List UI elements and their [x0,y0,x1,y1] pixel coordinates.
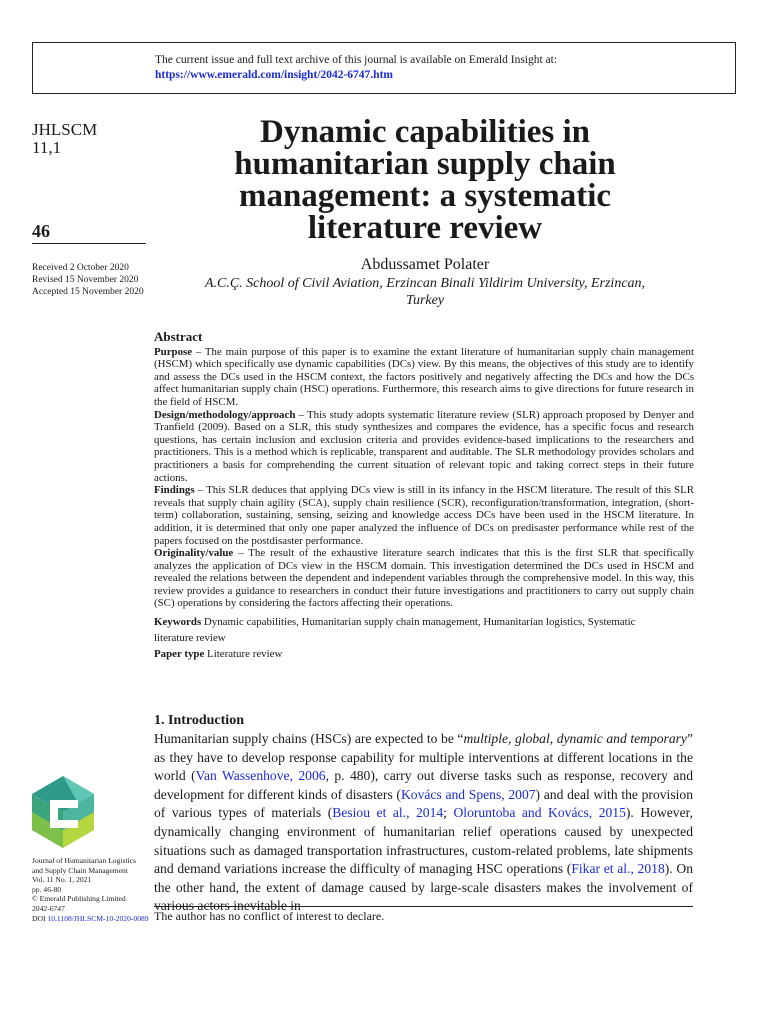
purpose-text: – The main purpose of this paper is to e… [154,345,694,408]
page-number: 46 [32,221,50,241]
footnote-divider [154,906,693,907]
originality-text: – The result of the exhaustive literatur… [154,547,694,610]
text: ). However, dynamically changing environ… [154,805,694,877]
author-name: Abdussamet Polater [360,256,490,273]
intro-paragraph: Humanitarian supply chains (HSCs) are ex… [154,730,693,916]
issn: 2042-6747 [32,903,65,913]
journal-volume: 11,1 [32,138,62,157]
text: , p. 480), carry out diverse tasks such … [154,768,694,802]
paper-type-label: Paper type [154,648,205,661]
findings-text: – This SLR deduces that applying DCs vie… [154,484,694,547]
text: Humanitarian supply chains (HSCs) are ex… [154,731,464,746]
page-range: pp. 46-80 [32,884,62,894]
originality-label: Originality/value [154,547,234,560]
journal-abbr: JHLSCM 11,1 [32,121,97,157]
citation-link[interactable]: Kovács and Spens, 2007 [400,786,536,802]
paper-type: Paper type Literature review [154,646,694,662]
abstract: Abstract Purpose – The main purpose of t… [154,329,694,662]
doi-link[interactable]: 10.1108/JHLSCM-10-2020-0089 [47,913,149,923]
purpose-label: Purpose [154,345,193,358]
revised-date: Revised 15 November 2020 [32,275,139,285]
received-date: Received 2 October 2020 [32,263,129,273]
journal-volume-info: Vol. 11 No. 1, 2021 [32,875,92,885]
doi-label: DOI [32,913,46,923]
journal-name: and Supply Chain Management [32,865,128,875]
journal-abbr-text: JHLSCM [32,120,98,139]
section-heading: 1. Introduction [154,713,244,728]
text: ) and deal with the provision of various… [154,786,693,821]
paper-type-text: Literature review [204,648,283,661]
journal-url-link[interactable]: https://www.emerald.com/insight/2042-674… [155,69,393,81]
abstract-originality: Originality/value – The result of the ex… [154,547,694,610]
abstract-findings: Findings – This SLR deduces that applyin… [154,484,694,547]
accepted-date: Accepted 15 November 2020 [32,287,144,297]
design-label: Design/methodology/approach [154,408,296,421]
findings-label: Findings [154,484,195,497]
article-dates: Received 2 October 2020 Revised 15 Novem… [32,262,144,298]
quote: multiple, global, dynamic and temporary [463,731,687,746]
author-affiliation: A.C.Ç. School of Civil Aviation, Erzinca… [204,276,646,308]
journal-logo-icon [32,776,94,848]
keywords-label: Keywords [154,616,202,629]
abstract-heading: Abstract [154,329,203,344]
keywords-text: Dynamic capabilities, Humanitarian suppl… [154,616,636,645]
doi: DOI 10.1108/JHLSCM-10-2020-0089 [32,914,149,924]
journal-info: Journal of Humanitarian Logistics and Su… [32,856,149,923]
copyright: © Emerald Publishing Limited [32,894,126,904]
keywords: Keywords Dynamic capabilities, Humanitar… [154,614,654,646]
notice-text: The current issue and full text archive … [155,54,558,66]
divider [32,243,146,244]
citation-link[interactable]: Besiou et al., 2014 [332,805,444,821]
availability-notice: The current issue and full text archive … [32,42,736,94]
citation-link[interactable]: Oloruntoba and Kovács, 2015 [453,805,626,821]
design-text: – This study adopts systematic literatur… [154,408,694,484]
abstract-purpose: Purpose – The main purpose of this paper… [154,346,694,409]
text: ” as they have to develop response capab… [154,731,693,784]
abstract-design: Design/methodology/approach – This study… [154,409,694,485]
citation-link[interactable]: Fikar et al., 2018 [571,861,665,877]
footnote: The author has no conflict of interest t… [154,909,385,923]
paper-title: Dynamic capabilities in humanitarian sup… [234,114,616,246]
introduction-section: 1. Introduction Humanitarian supply chai… [154,713,693,916]
journal-name: Journal of Humanitarian Logistics [32,856,136,865]
text: ). On the other hand, the extent of dama… [154,861,693,914]
text: ; [443,805,454,821]
citation-link[interactable]: Van Wassenhove, 2006 [195,768,326,784]
